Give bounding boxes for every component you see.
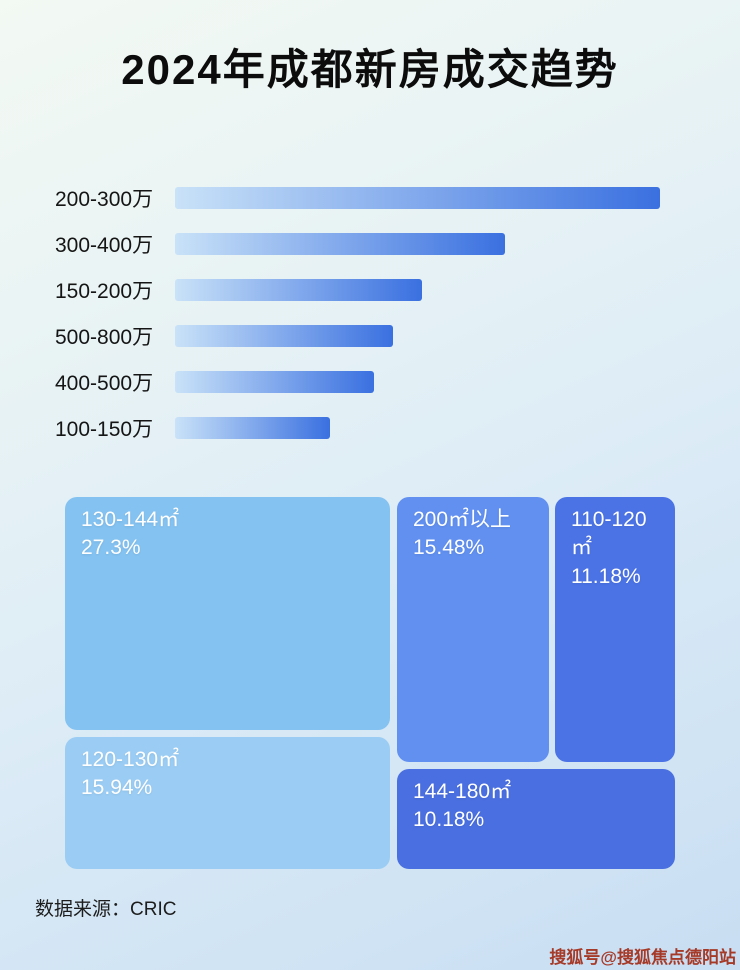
treemap-value: 15.94% <box>81 776 153 800</box>
treemap-value: 15.48% <box>413 536 485 560</box>
treemap-block: 130-144㎡ 27.3% <box>65 497 390 730</box>
bar-track <box>175 417 660 439</box>
area-size-treemap: 130-144㎡ 27.3% 200㎡以上 15.48% 110-120㎡ 11… <box>65 497 675 869</box>
bar <box>175 187 660 209</box>
bar-track <box>175 371 660 393</box>
bar-row: 500-800万 <box>55 324 660 349</box>
treemap-label: 110-120㎡ <box>571 508 647 560</box>
bar-track <box>175 325 660 347</box>
treemap-label: 120-130㎡ <box>81 748 180 771</box>
bar-category-label: 400-500万 <box>55 372 154 395</box>
treemap-value: 10.18% <box>413 808 485 832</box>
bar <box>175 233 505 255</box>
bar <box>175 417 331 439</box>
bar-track <box>175 233 660 255</box>
bar-track <box>175 279 660 301</box>
bar-row: 300-400万 <box>55 232 660 257</box>
bar <box>175 279 423 301</box>
bar-category-label: 200-300万 <box>55 188 154 211</box>
bar-category-label: 150-200万 <box>55 280 154 303</box>
treemap-block: 144-180㎡ 10.18% <box>397 769 675 869</box>
page-title: 2024年成都新房成交趋势 <box>121 46 619 93</box>
bar <box>175 371 374 393</box>
treemap-value: 27.3% <box>81 536 141 560</box>
treemap-label: 200㎡以上 <box>413 508 512 531</box>
price-range-bar-chart: 200-300万 300-400万 150-200万 500-800万 400-… <box>55 186 660 462</box>
bar-category-label: 100-150万 <box>55 418 154 441</box>
treemap-block: 110-120㎡ 11.18% <box>555 497 675 762</box>
bar <box>175 325 394 347</box>
treemap-label: 144-180㎡ <box>413 780 512 803</box>
bar-row: 150-200万 <box>55 278 660 303</box>
bar-track <box>175 187 660 209</box>
treemap-block: 120-130㎡ 15.94% <box>65 737 390 869</box>
watermark: 搜狐号@搜狐焦点德阳站 <box>549 948 736 967</box>
bar-row: 200-300万 <box>55 186 660 211</box>
bar-row: 400-500万 <box>55 370 660 395</box>
bar-category-label: 500-800万 <box>55 326 154 349</box>
bar-category-label: 300-400万 <box>55 234 154 257</box>
bar-row: 100-150万 <box>55 416 660 441</box>
treemap-value: 11.18% <box>571 564 641 588</box>
treemap-block: 200㎡以上 15.48% <box>397 497 549 762</box>
treemap-label: 130-144㎡ <box>81 508 180 531</box>
data-source-label: 数据来源：CRIC <box>35 899 177 920</box>
